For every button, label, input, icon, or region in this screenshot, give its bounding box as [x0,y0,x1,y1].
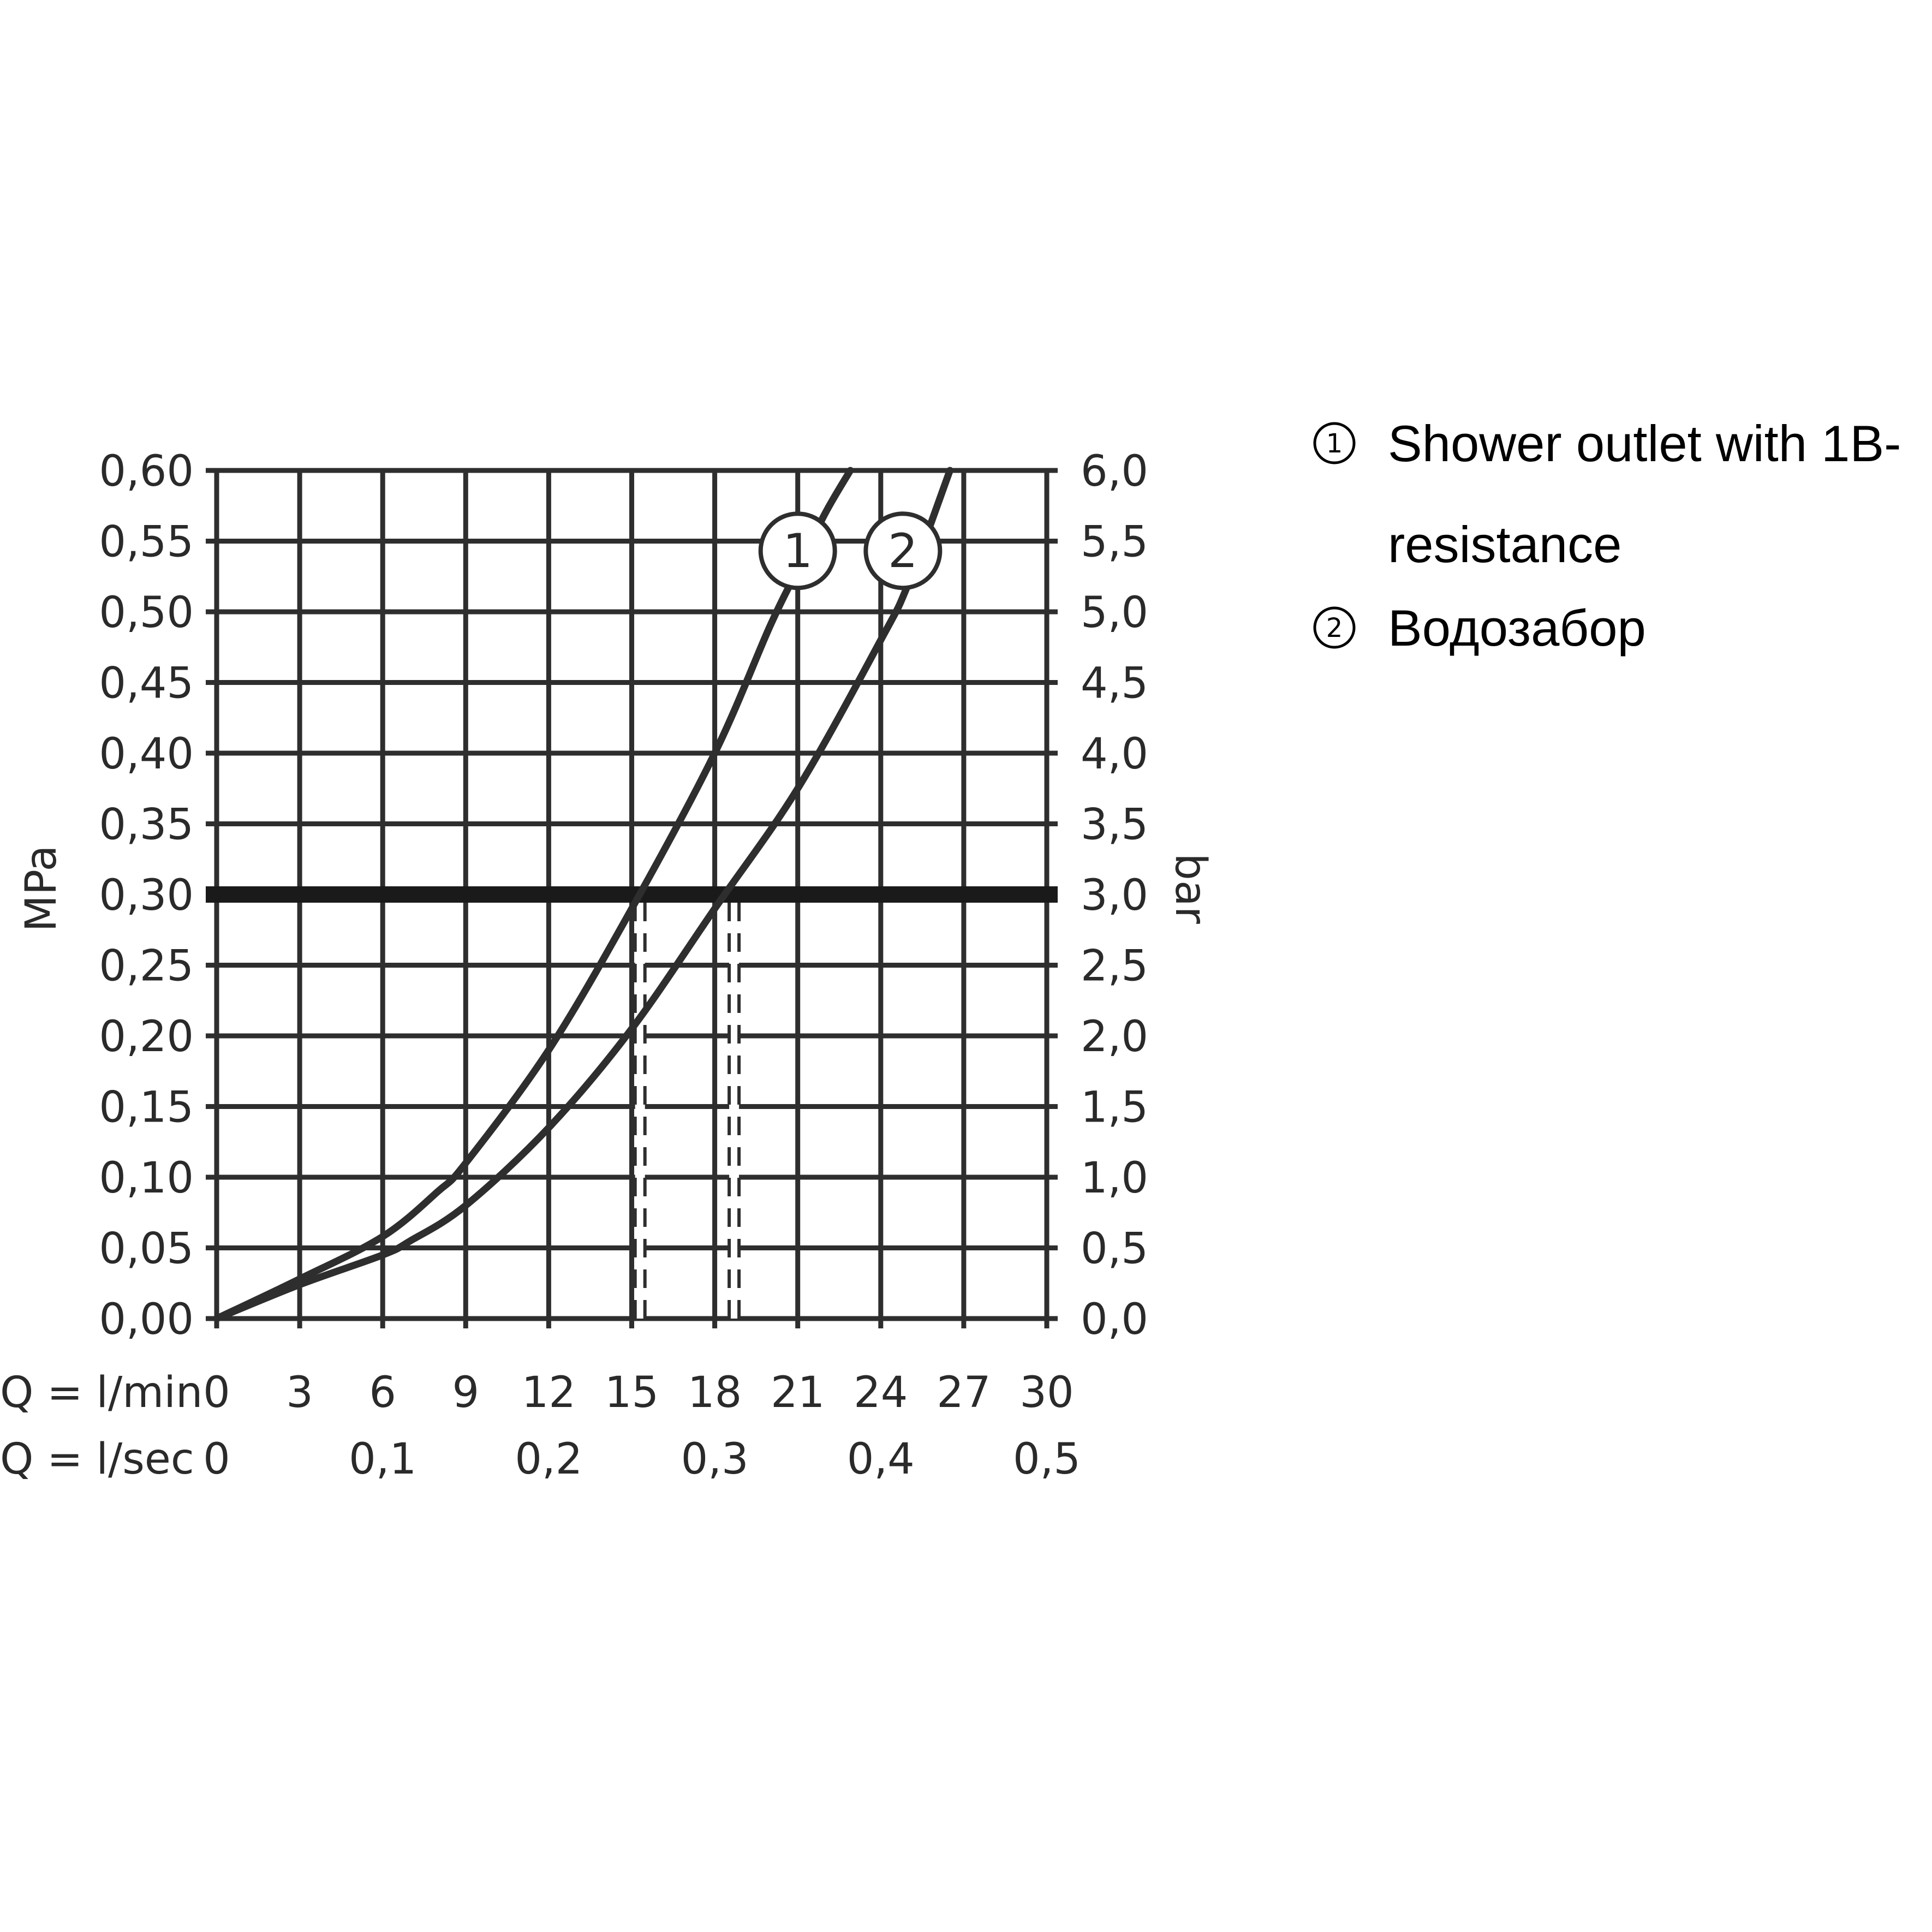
y-tick-label: 0,40 [99,730,194,779]
y-tick-label: 0,15 [99,1083,194,1132]
legend-item-text-cont: resistance [1388,516,1621,573]
x-tick-label: 30 [1019,1368,1074,1417]
y2-tick-label: 1,0 [1081,1154,1148,1203]
legend-number-circle [1313,422,1356,464]
y2-tick-label: 0,5 [1081,1225,1148,1274]
y-tick-labels-left: 0,00 0,05 0,10 0,15 0,20 0,25 0,30 0,35 0,40 0,45… [99,447,194,1344]
x2-tick-label: 0,1 [349,1435,416,1484]
series-marker-circle-1 [758,511,837,591]
x2-tick-label: 0,2 [515,1435,582,1484]
legend-item-text: Shower outlet with 1B- [1388,415,1901,472]
x-tick-labels-lsec: 0 0,1 0,2 0,3 0,4 0,5 [203,1435,1081,1484]
y-axis-title-left: MPa [17,845,66,932]
x-tick-label: 21 [771,1368,825,1417]
y2-tick-label: 0,0 [1081,1295,1148,1344]
y2-tick-label: 5,5 [1081,518,1148,567]
y-axis-title-right: bar [1166,853,1215,924]
y-tick-label: 0,35 [99,801,194,850]
x-tick-label: 3 [286,1368,313,1417]
x-tick-labels-lmin: 0 3 6 9 12 15 18 21 24 27 30 [203,1368,1074,1417]
y2-tick-label: 1,5 [1081,1083,1148,1132]
y-tick-label: 0,60 [99,447,194,496]
y-tick-label: 0,25 [99,942,194,991]
x-tick-label: 9 [452,1368,479,1417]
x2-tick-label: 0 [203,1435,230,1484]
y-tick-label: 0,10 [99,1154,194,1203]
y-tick-label: 0,45 [99,659,194,708]
y2-tick-label: 6,0 [1081,447,1148,496]
x-axis-unit-lmin: Q = l/min [0,1368,202,1417]
legend-item-text: Водозабор [1388,599,1646,657]
y-tick-label: 0,20 [99,1012,194,1062]
x2-tick-label: 0,5 [1013,1435,1081,1484]
x2-tick-label: 0,4 [847,1435,915,1484]
series-marker-label-2: 2 [888,524,918,579]
y2-tick-label: 3,0 [1081,871,1148,920]
legend: 1 Shower outlet with 1B-resistance 2 Водоза… [1313,415,1901,657]
x2-tick-label: 0,3 [681,1435,749,1484]
legend-number-circle [1313,606,1356,649]
y-tick-label: 0,50 [99,588,194,637]
y-tick-label: 0,30 [99,871,194,920]
series-marker-label-1: 1 [783,524,813,579]
x-tick-label: 15 [605,1368,659,1417]
series-marker-circle-2 [863,511,943,591]
y2-tick-label: 4,0 [1081,730,1148,779]
x-tick-label: 24 [854,1368,908,1417]
y2-tick-label: 2,5 [1081,942,1148,991]
legend-number: 2 [1326,613,1343,643]
x-tick-label: 12 [522,1368,576,1417]
y-tick-labels-right: 0,0 0,5 1,0 1,5 2,0 2,5 3,0 3,5 4,0 4,5 5,0 5,5 6,0 [1081,447,1148,1344]
y-tick-label: 0,55 [99,518,194,567]
x-axis-unit-lsec: Q = l/sec [0,1435,194,1484]
x-tick-label: 0 [203,1368,230,1417]
y2-tick-label: 5,0 [1081,588,1148,637]
drop-line-backdrop [635,903,645,1319]
legend-number: 1 [1326,428,1343,459]
x-tick-label: 27 [937,1368,991,1417]
x-tick-label: 18 [688,1368,742,1417]
drop-line-backdrop [729,903,740,1319]
y2-tick-label: 4,5 [1081,659,1148,708]
x-tick-label: 6 [369,1368,396,1417]
y-tick-label: 0,05 [99,1225,194,1274]
y2-tick-label: 2,0 [1081,1012,1148,1062]
y-tick-label: 0,00 [99,1295,194,1344]
series-line-2 [213,467,954,1322]
y2-tick-label: 3,5 [1081,801,1148,850]
drop-lines-group [633,903,741,1319]
